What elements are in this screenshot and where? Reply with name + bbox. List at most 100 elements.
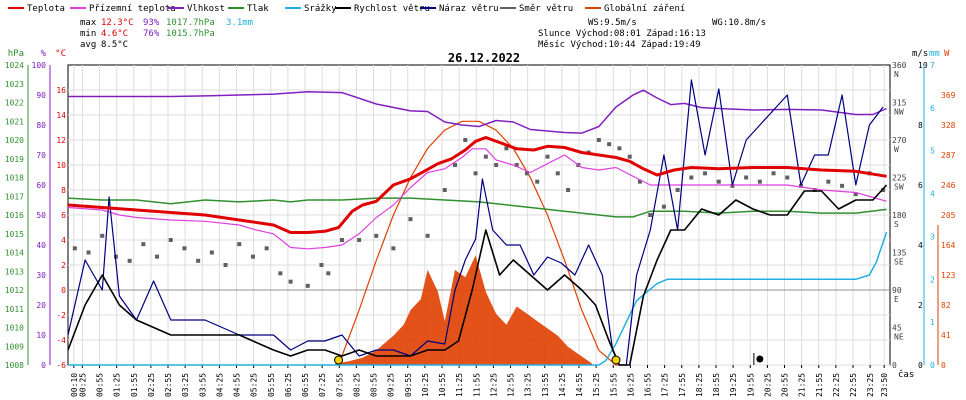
wind-dir-point xyxy=(357,238,362,242)
sun-moon-info: WS:9.5m/s WG:10.8m/s Slunce Východ:08:01… xyxy=(538,18,766,50)
axis-tick-celsius: -2 xyxy=(56,311,66,320)
x-tick-label: 06:25 xyxy=(284,373,293,397)
axis-tick-hpa: 1020 xyxy=(5,136,24,145)
x-tick-label: 18:25 xyxy=(695,373,704,397)
axis-tick-hpa: 1010 xyxy=(5,324,24,333)
axis-tick-celsius: 0 xyxy=(61,286,66,295)
axis-unit-w: W xyxy=(944,49,950,59)
axis-tick-mm: 6 xyxy=(930,104,935,113)
x-tick-label: 00:55 xyxy=(96,373,105,397)
axis-tick-winddir-name: W xyxy=(894,145,899,154)
x-tick-label: 07:25 xyxy=(318,373,327,397)
wind-dir-point xyxy=(853,192,858,197)
axis-tick-pct: 60 xyxy=(36,181,46,190)
legend: Teplota Přízemní teplota Vlhkost Tlak Srážky… xyxy=(8,4,685,14)
wind-dir-point xyxy=(168,238,173,242)
axis-tick-w: 41 xyxy=(941,331,951,340)
axis-tick-hpa: 1024 xyxy=(5,61,24,70)
x-tick-label: 01:55 xyxy=(130,373,139,397)
x-tick-label: 19:55 xyxy=(746,373,755,397)
axis-tick-winddir: 0 xyxy=(892,361,897,370)
wind-dir-point xyxy=(374,233,379,238)
axis-tick-pct: 40 xyxy=(36,241,46,250)
axis-tick-hpa: 1022 xyxy=(5,99,24,108)
axis-tick-hpa: 1009 xyxy=(5,342,24,351)
wind-dir-point xyxy=(463,138,468,142)
x-tick-label: 14:55 xyxy=(575,373,584,397)
wind-dir-point xyxy=(771,171,776,176)
wind-dir-point xyxy=(237,242,242,247)
axis-tick-ms: 2 xyxy=(918,301,923,310)
wind-dir-point xyxy=(661,204,666,209)
x-tick-label: 11:25 xyxy=(455,373,464,397)
wind-dir-point xyxy=(127,258,132,263)
wind-dir-point xyxy=(86,250,91,255)
axis-tick-mm: 1 xyxy=(930,318,935,327)
series-rain-line xyxy=(68,231,888,366)
wind-dir-point xyxy=(545,154,550,159)
axis-tick-w: 82 xyxy=(941,301,951,310)
axis-tick-pct: 100 xyxy=(32,61,47,70)
wind-dir-point xyxy=(840,183,845,188)
wind-dir-point xyxy=(826,179,831,184)
axis-unit-celsius: °C xyxy=(55,49,66,59)
x-tick-label: 08:55 xyxy=(370,373,379,397)
x-tick-label: 10:25 xyxy=(421,373,430,397)
axis-tick-winddir-name: N xyxy=(894,70,899,79)
wind-dir-point xyxy=(209,250,214,255)
axis-tick-winddir-name: E xyxy=(894,295,899,304)
wind-dir-point xyxy=(278,271,283,276)
stat-max-label: max xyxy=(80,18,97,28)
x-tick-label: 15:25 xyxy=(592,373,601,397)
wind-dir-point xyxy=(730,183,735,188)
x-tick-label: 03:25 xyxy=(181,373,190,397)
wind-dir-point xyxy=(72,246,77,251)
stat-max-hum: 93% xyxy=(143,18,160,28)
info-sun: Slunce Východ:08:01 Západ:16:13 xyxy=(538,29,706,39)
stat-min-temp: 4.6°C xyxy=(101,29,128,39)
series-pressure-line xyxy=(67,197,887,218)
plot-area xyxy=(67,79,888,366)
series-dewpoint-line xyxy=(67,148,887,250)
stats-box: max 12.3°C 93% 1017.7hPa 3.1mm min 4.6°C… xyxy=(80,18,253,50)
x-tick-label: 09:25 xyxy=(387,373,396,397)
wind-dir-point xyxy=(223,263,228,267)
axis-tick-ms: 8 xyxy=(918,121,923,130)
stat-min-label: min xyxy=(80,29,96,39)
wind-dir-point xyxy=(716,179,721,184)
wind-dir-point xyxy=(689,175,694,180)
x-tick-label: 14:25 xyxy=(558,373,567,397)
x-tick-label: 20:25 xyxy=(763,373,772,397)
x-tick-label: 22:55 xyxy=(849,373,858,397)
x-tick-label: 08:25 xyxy=(352,373,361,397)
wind-dir-point xyxy=(340,238,344,242)
x-tick-label: 05:55 xyxy=(267,373,276,397)
x-tick-label: 03:55 xyxy=(198,373,207,397)
x-tick-label: 09:55 xyxy=(404,373,413,397)
stat-max-rain: 3.1mm xyxy=(226,18,253,28)
axis-tick-winddir: 180 xyxy=(892,211,907,220)
axis-tick-celsius: 10 xyxy=(56,161,66,170)
axis-tick-mm: 4 xyxy=(930,190,935,199)
axis-tick-ms: 4 xyxy=(918,241,923,250)
x-tick-label: 11:55 xyxy=(472,373,481,397)
x-tick-label: 18:55 xyxy=(712,373,721,397)
legend-label-solar: Globální záření xyxy=(604,4,685,14)
info-wg: WG:10.8m/s xyxy=(712,18,766,28)
axis-tick-winddir-name: NW xyxy=(894,108,904,117)
wind-dir-point xyxy=(442,188,447,192)
axis-tick-hpa: 1008 xyxy=(5,361,24,370)
wind-dir-point xyxy=(319,263,324,267)
axis-tick-celsius: 16 xyxy=(56,86,66,95)
axis-tick-w: 164 xyxy=(941,241,956,250)
legend-label-humidity: Vlhkost xyxy=(187,4,225,14)
axis-tick-w: 287 xyxy=(941,151,956,160)
axis-tick-hpa: 1017 xyxy=(5,192,24,201)
x-tick-label: 07:55 xyxy=(335,373,344,397)
x-axis-label: čas xyxy=(898,369,914,380)
axis-tick-hpa: 1014 xyxy=(5,249,24,258)
axis-tick-celsius: -6 xyxy=(56,361,66,370)
wind-dir-point xyxy=(326,271,331,276)
x-tick-label: 20:55 xyxy=(781,373,790,397)
axis-tick-hpa: 1012 xyxy=(5,286,24,295)
